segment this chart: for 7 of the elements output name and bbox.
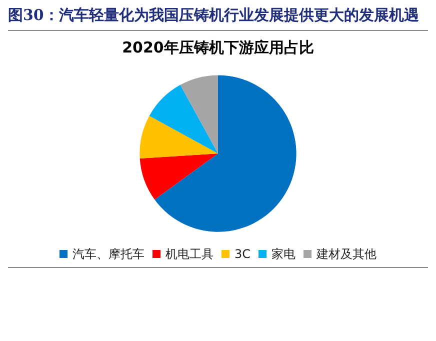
legend-label: 3C — [234, 247, 251, 261]
legend-label: 建材及其他 — [316, 247, 377, 261]
chart-subtitle: 2020年压铸机下游应用占比 — [122, 38, 314, 56]
legend-label: 汽车、摩托车 — [72, 247, 144, 261]
legend-label: 家电 — [272, 247, 296, 261]
chart-title: 图30：汽车轻量化为我国压铸机行业发展提供更大的发展机遇 — [8, 5, 420, 26]
legend-label: 机电工具 — [165, 247, 214, 261]
